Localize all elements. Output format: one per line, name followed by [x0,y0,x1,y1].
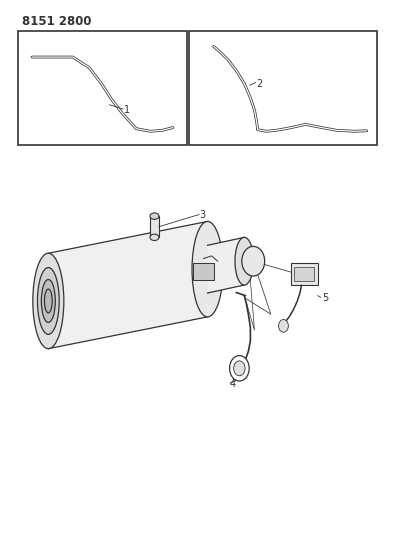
Ellipse shape [235,237,254,285]
Text: 3: 3 [199,209,206,220]
Text: 1: 1 [124,105,130,115]
Text: 2: 2 [256,78,263,88]
Bar [189,30,377,144]
Circle shape [234,361,245,376]
Ellipse shape [192,221,223,317]
Ellipse shape [44,289,52,313]
Circle shape [242,246,265,276]
Bar [291,263,318,285]
Bar [295,266,314,281]
Ellipse shape [33,253,64,349]
Text: 5: 5 [322,293,328,303]
Ellipse shape [150,213,159,219]
Ellipse shape [37,268,59,334]
Circle shape [230,356,249,381]
Bar [150,216,159,237]
Ellipse shape [42,279,55,322]
Circle shape [279,319,289,332]
Ellipse shape [150,234,159,240]
Text: 8151 2800: 8151 2800 [22,14,91,28]
Text: 4: 4 [229,379,236,389]
Polygon shape [208,237,244,293]
Polygon shape [48,221,208,349]
Bar [193,263,214,280]
Bar [18,30,187,144]
